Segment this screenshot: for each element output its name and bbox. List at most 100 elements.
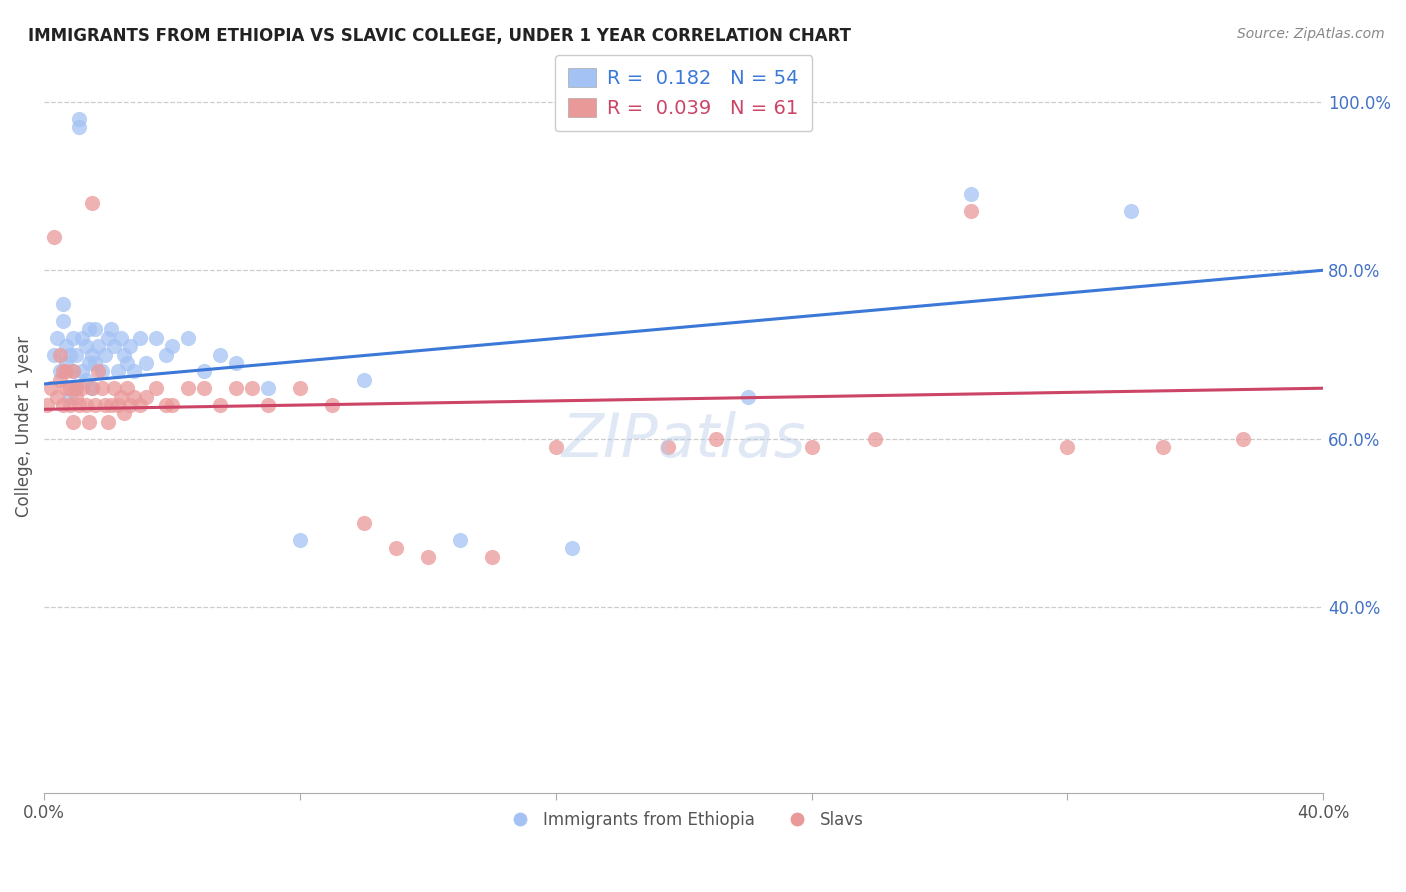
Point	[1232, 432, 1254, 446]
Point	[122, 390, 145, 404]
Point	[100, 398, 122, 412]
Text: Source: ZipAtlas.com: Source: ZipAtlas.com	[1237, 27, 1385, 41]
Point	[110, 331, 132, 345]
Point	[80, 347, 103, 361]
Point	[257, 381, 280, 395]
Point	[100, 322, 122, 336]
Point	[45, 390, 67, 404]
Point	[75, 398, 97, 412]
Point	[80, 381, 103, 395]
Point	[90, 364, 112, 378]
Point	[65, 390, 87, 404]
Point	[87, 339, 110, 353]
Point	[135, 390, 157, 404]
Point	[67, 398, 90, 412]
Point	[122, 364, 145, 378]
Point	[72, 331, 94, 345]
Point	[94, 398, 117, 412]
Point	[49, 373, 72, 387]
Point	[225, 356, 247, 370]
Point	[49, 364, 72, 378]
Point	[62, 364, 84, 378]
Point	[155, 347, 177, 361]
Point	[208, 398, 231, 412]
Point	[72, 364, 94, 378]
Point	[110, 390, 132, 404]
Point	[120, 339, 142, 353]
Point	[112, 407, 135, 421]
Point	[55, 339, 77, 353]
Point	[80, 381, 103, 395]
Point	[120, 398, 142, 412]
Point	[45, 331, 67, 345]
Point	[52, 398, 75, 412]
Point	[103, 381, 125, 395]
Point	[288, 381, 311, 395]
Point	[52, 297, 75, 311]
Point	[385, 541, 408, 556]
Point	[416, 549, 439, 564]
Point	[37, 398, 59, 412]
Point	[865, 432, 887, 446]
Point	[288, 533, 311, 547]
Point	[59, 398, 82, 412]
Point	[62, 364, 84, 378]
Point	[90, 381, 112, 395]
Point	[84, 398, 107, 412]
Legend: Immigrants from Ethiopia, Slavs: Immigrants from Ethiopia, Slavs	[496, 805, 870, 836]
Point	[225, 381, 247, 395]
Point	[62, 331, 84, 345]
Y-axis label: College, Under 1 year: College, Under 1 year	[15, 335, 32, 516]
Point	[72, 381, 94, 395]
Point	[65, 381, 87, 395]
Point	[59, 390, 82, 404]
Point	[107, 398, 129, 412]
Point	[353, 516, 375, 530]
Point	[145, 381, 167, 395]
Point	[561, 541, 583, 556]
Point	[55, 381, 77, 395]
Point	[94, 347, 117, 361]
Point	[112, 347, 135, 361]
Point	[117, 356, 139, 370]
Point	[1121, 204, 1143, 219]
Point	[800, 440, 823, 454]
Point	[49, 347, 72, 361]
Point	[84, 356, 107, 370]
Point	[129, 398, 152, 412]
Text: ZIPatlas: ZIPatlas	[561, 411, 806, 470]
Point	[67, 120, 90, 134]
Point	[55, 356, 77, 370]
Point	[449, 533, 471, 547]
Point	[59, 347, 82, 361]
Point	[75, 373, 97, 387]
Point	[704, 432, 727, 446]
Text: IMMIGRANTS FROM ETHIOPIA VS SLAVIC COLLEGE, UNDER 1 YEAR CORRELATION CHART: IMMIGRANTS FROM ETHIOPIA VS SLAVIC COLLE…	[28, 27, 851, 45]
Point	[177, 331, 200, 345]
Point	[321, 398, 343, 412]
Point	[481, 549, 503, 564]
Point	[544, 440, 567, 454]
Point	[145, 331, 167, 345]
Point	[160, 398, 183, 412]
Point	[84, 322, 107, 336]
Point	[87, 364, 110, 378]
Point	[737, 390, 759, 404]
Point	[193, 381, 215, 395]
Point	[177, 381, 200, 395]
Point	[160, 339, 183, 353]
Point	[55, 364, 77, 378]
Point	[42, 347, 65, 361]
Point	[77, 415, 100, 429]
Point	[155, 398, 177, 412]
Point	[42, 229, 65, 244]
Point	[208, 347, 231, 361]
Point	[1152, 440, 1174, 454]
Point	[77, 322, 100, 336]
Point	[75, 339, 97, 353]
Point	[65, 347, 87, 361]
Point	[80, 195, 103, 210]
Point	[135, 356, 157, 370]
Point	[657, 440, 679, 454]
Point	[129, 331, 152, 345]
